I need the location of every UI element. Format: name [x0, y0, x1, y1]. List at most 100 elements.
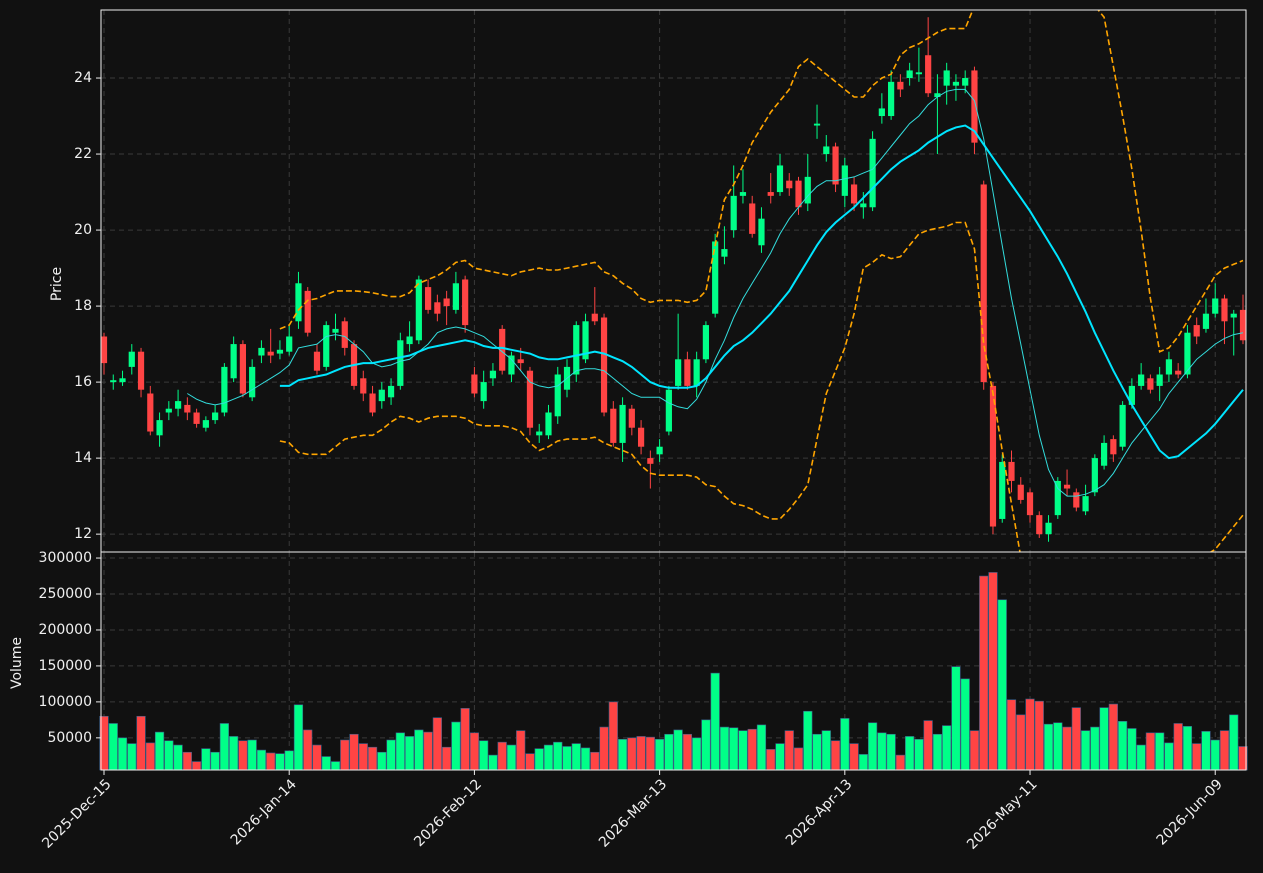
volume-bar [247, 739, 257, 771]
candle-body [1091, 458, 1098, 493]
volume-bar [803, 710, 813, 771]
volume-panel [99, 572, 1248, 771]
volume-bar [1016, 714, 1026, 771]
candle-body [332, 328, 339, 333]
candle-body [212, 412, 219, 421]
volume-bar [303, 729, 313, 771]
volume-tick-label: 50000 [47, 730, 92, 746]
volume-bar [1145, 732, 1155, 771]
volume-bar [849, 743, 859, 771]
candle-body [684, 359, 691, 386]
candle-body [1230, 313, 1237, 318]
volume-bar [1071, 707, 1081, 771]
volume-bar [1118, 721, 1128, 771]
candle-body [823, 146, 830, 155]
candle-body [471, 374, 478, 394]
candle-body [480, 382, 487, 402]
volume-bar [655, 738, 665, 771]
volume-bar [516, 730, 526, 771]
candle-body [795, 180, 802, 208]
candle-body [739, 192, 747, 196]
volume-bar [914, 738, 924, 771]
volume-bar [525, 753, 535, 771]
candle-body [1036, 515, 1043, 535]
candle-body [1082, 496, 1089, 512]
candle-body [721, 249, 728, 257]
volume-bar [293, 704, 304, 771]
candle-body [749, 203, 756, 234]
volume-bar [275, 753, 285, 771]
candle-body [952, 81, 960, 86]
volume-bar [738, 730, 748, 771]
volume-bar [1229, 714, 1239, 771]
candle-body [258, 347, 265, 356]
volume-bar [1043, 723, 1054, 771]
candle-body [304, 290, 311, 333]
candle-body [804, 176, 811, 204]
candle-body [656, 446, 663, 455]
volume-frame [100, 551, 1247, 771]
candle-body [767, 192, 774, 196]
volume-bar [747, 728, 757, 771]
volume-bar [1136, 744, 1146, 771]
candle-body [1073, 492, 1080, 508]
volume-bar [692, 737, 702, 771]
candle-body [925, 55, 932, 94]
candle-body [675, 359, 682, 386]
candle-body [313, 351, 321, 371]
volume-bar [923, 720, 933, 771]
candle-body [878, 108, 885, 117]
candle-body [101, 336, 108, 364]
y-tick-label: 22 [74, 146, 92, 162]
candle-body [758, 218, 765, 246]
volume-bar [1062, 726, 1072, 771]
volume-bar [256, 749, 267, 771]
volume-bar [1219, 730, 1230, 771]
candle-body [647, 458, 654, 464]
candle-body [1175, 370, 1182, 375]
candle-body [378, 389, 385, 402]
candle-body [906, 70, 913, 79]
candle-body [665, 389, 672, 432]
candle-body [276, 349, 284, 354]
volume-bar [1155, 732, 1165, 771]
volume-bar [284, 750, 294, 771]
volume-bar [756, 724, 767, 771]
volume-bar [506, 744, 517, 771]
volume-bar [673, 729, 683, 771]
volume-tick-label: 200000 [39, 622, 92, 638]
candle-body [517, 359, 524, 364]
y-tick-label: 14 [74, 450, 92, 466]
volume-bar [164, 740, 174, 771]
candle-body [508, 355, 515, 375]
volume-bar [330, 761, 341, 771]
candle-body [174, 401, 182, 409]
volume-bar [951, 666, 961, 771]
candle-body [406, 336, 413, 345]
candle-body [869, 138, 876, 208]
candle-body [850, 184, 858, 204]
volume-bar [969, 730, 980, 771]
candle-body [221, 366, 228, 413]
candle-body [165, 408, 172, 413]
volume-bar [469, 732, 480, 771]
volume-bar [960, 678, 970, 771]
volume-bar [599, 726, 609, 771]
volume-bar [219, 723, 229, 771]
candle-body [489, 370, 497, 379]
volume-bar [988, 572, 998, 771]
volume-bar [479, 740, 489, 771]
candle-body [637, 427, 645, 447]
y-tick-label: 18 [74, 298, 92, 314]
candle-body [1156, 374, 1163, 386]
candle-body [712, 241, 719, 314]
volume-bar [108, 723, 118, 771]
volume-bar [386, 739, 396, 771]
candle-body [462, 279, 469, 326]
volume-bar [1164, 742, 1174, 771]
volume-bar [182, 751, 192, 771]
volume-bar [701, 719, 711, 771]
volume-bar [497, 741, 507, 771]
volume-bar [830, 740, 841, 771]
volume-bar [534, 748, 544, 771]
